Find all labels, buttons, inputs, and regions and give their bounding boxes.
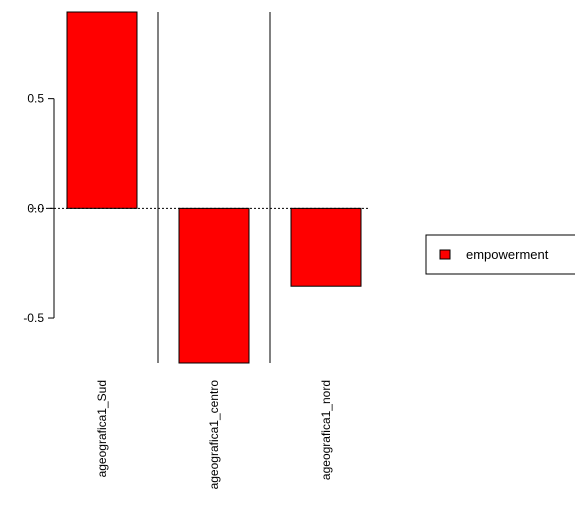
legend: empowerment <box>425 234 575 275</box>
bar-ageografica1_nord <box>290 207 362 287</box>
bar-ageografica1_Sud <box>66 11 138 209</box>
bar-ageografica1_centro <box>178 207 250 364</box>
legend-swatch-empowerment <box>439 249 451 260</box>
category-separators <box>157 12 271 363</box>
legend-box <box>425 234 575 275</box>
x-tick-label: ageografica1_nord <box>319 380 333 480</box>
x-tick-label: ageografica1_Sud <box>95 380 109 477</box>
legend-label-empowerment: empowerment <box>466 247 549 262</box>
y-axis: -0.50.00.5 <box>23 92 55 325</box>
x-tick-label: ageografica1_centro <box>207 380 221 490</box>
x-tick-labels: ageografica1_Sud ageografica1_centro ageog… <box>95 380 333 490</box>
y-tick-label: 0.5 <box>27 92 44 106</box>
y-tick-label: -0.5 <box>23 311 44 325</box>
bars-group <box>66 11 362 364</box>
